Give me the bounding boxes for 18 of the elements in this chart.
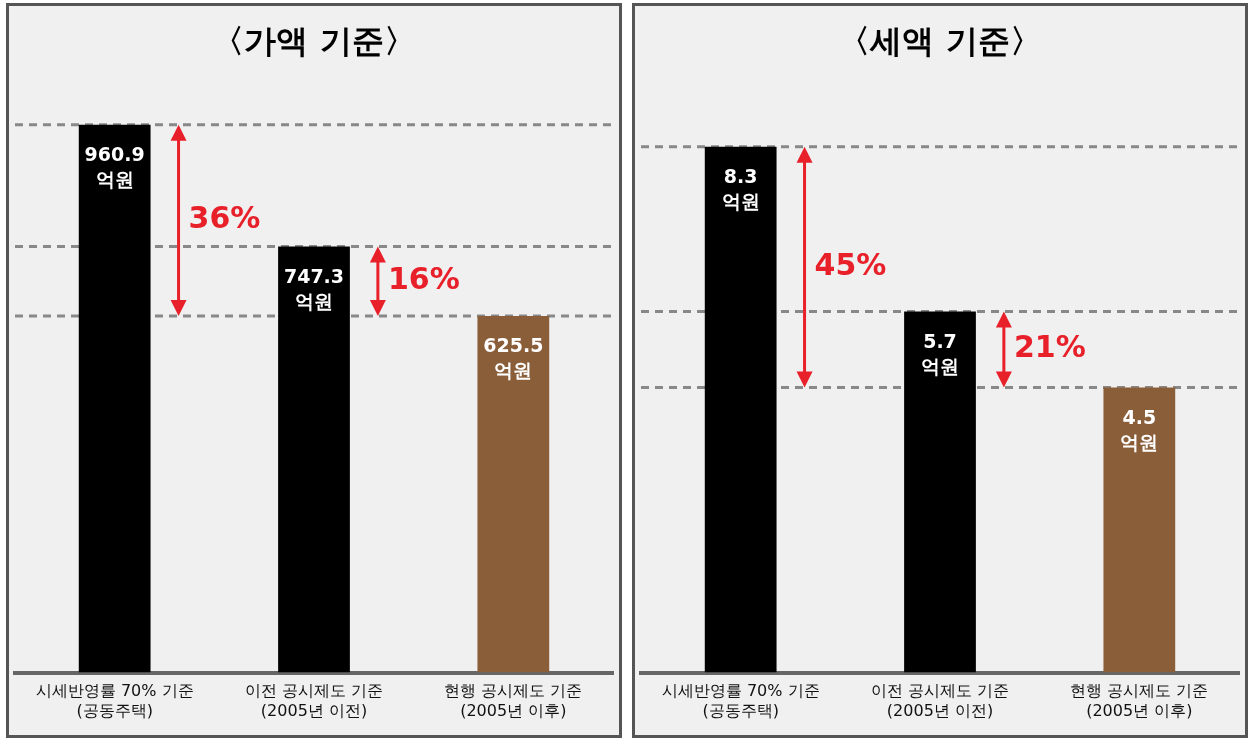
data-label: 5.7 억원 (921, 329, 959, 377)
chart-title: 〈가액 기준〉 (212, 21, 416, 60)
data-label: 747.3 억원 (283, 264, 345, 312)
x-tick-label: 현행 공시제도 기준 (2005년 이후) (444, 681, 583, 720)
data-label: 8.3 억원 (721, 165, 760, 213)
data-label: 4.5 억원 (1120, 405, 1159, 453)
x-tick-label: 이전 공시제도 기준 (2005년 이전) (244, 681, 384, 720)
annotation: 45% (814, 246, 887, 282)
x-tick-label: 시세반영률 70% 기준 (공동주택) (661, 681, 820, 720)
data-label: 625.5 억원 (483, 334, 544, 382)
annotation: 36% (188, 200, 261, 236)
annotation: 21% (1013, 329, 1086, 365)
chart-title: 〈세액 기준〉 (838, 21, 1042, 60)
annotation: 16% (387, 261, 460, 297)
data-label: 960.9 억원 (84, 143, 145, 191)
x-tick-label: 이전 공시제도 기준 (2005년 이전) (870, 681, 1010, 720)
x-tick-label: 시세반영률 70% 기준 (공동주택) (35, 681, 194, 720)
x-tick-label: 현행 공시제도 기준 (2005년 이후) (1070, 681, 1209, 720)
